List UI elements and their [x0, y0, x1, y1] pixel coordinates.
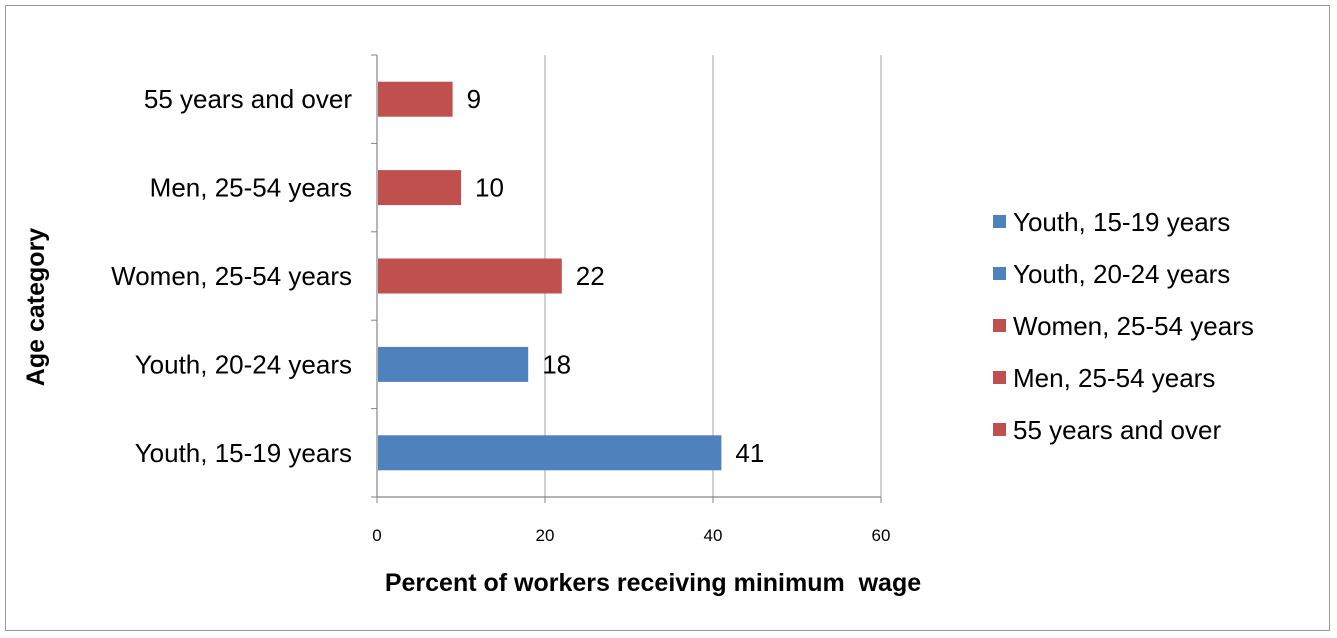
category-label: Men, 25-54 years [150, 173, 352, 203]
data-label: 18 [542, 349, 571, 379]
bar [378, 81, 453, 117]
legend-label: 55 years and over [1013, 415, 1221, 445]
x-tick-label: 60 [872, 526, 891, 545]
legend: Youth, 15-19 years Youth, 20-24 years Wome… [993, 207, 1254, 445]
data-labels: 41 18 22 10 9 [467, 84, 765, 468]
axes [371, 54, 882, 503]
legend-label: Women, 25-54 years [1013, 311, 1254, 341]
bars [378, 81, 722, 471]
legend-label: Men, 25-54 years [1013, 363, 1215, 393]
bar [378, 258, 562, 294]
category-label: Youth, 15-19 years [135, 438, 352, 468]
chart-frame [5, 5, 1330, 631]
category-label: Women, 25-54 years [111, 261, 352, 291]
bar [378, 346, 529, 382]
legend-label: Youth, 20-24 years [1013, 259, 1230, 289]
legend-label: Youth, 15-19 years [1013, 207, 1230, 237]
bar [378, 435, 722, 471]
x-tick-label: 0 [372, 526, 381, 545]
category-label: Youth, 20-24 years [135, 349, 352, 379]
category-label: 55 years and over [144, 84, 352, 114]
x-tick-label: 20 [536, 526, 555, 545]
legend-swatch [993, 371, 1006, 384]
data-label: 9 [467, 84, 481, 114]
legend-swatch [993, 319, 1006, 332]
data-label: 41 [735, 438, 764, 468]
x-axis-title: Percent of workers receiving minimum wag… [385, 569, 921, 597]
data-label: 10 [475, 173, 504, 203]
y-axis-title: Age category [22, 228, 50, 386]
x-tick-labels: 0 20 40 60 [372, 526, 890, 545]
bar [378, 170, 461, 206]
category-labels: Youth, 15-19 years Youth, 20-24 years Wome… [111, 84, 352, 468]
legend-swatch [993, 423, 1006, 436]
x-tick-label: 40 [704, 526, 723, 545]
legend-swatch [993, 215, 1006, 228]
legend-swatch [993, 267, 1006, 280]
data-label: 22 [576, 261, 605, 291]
